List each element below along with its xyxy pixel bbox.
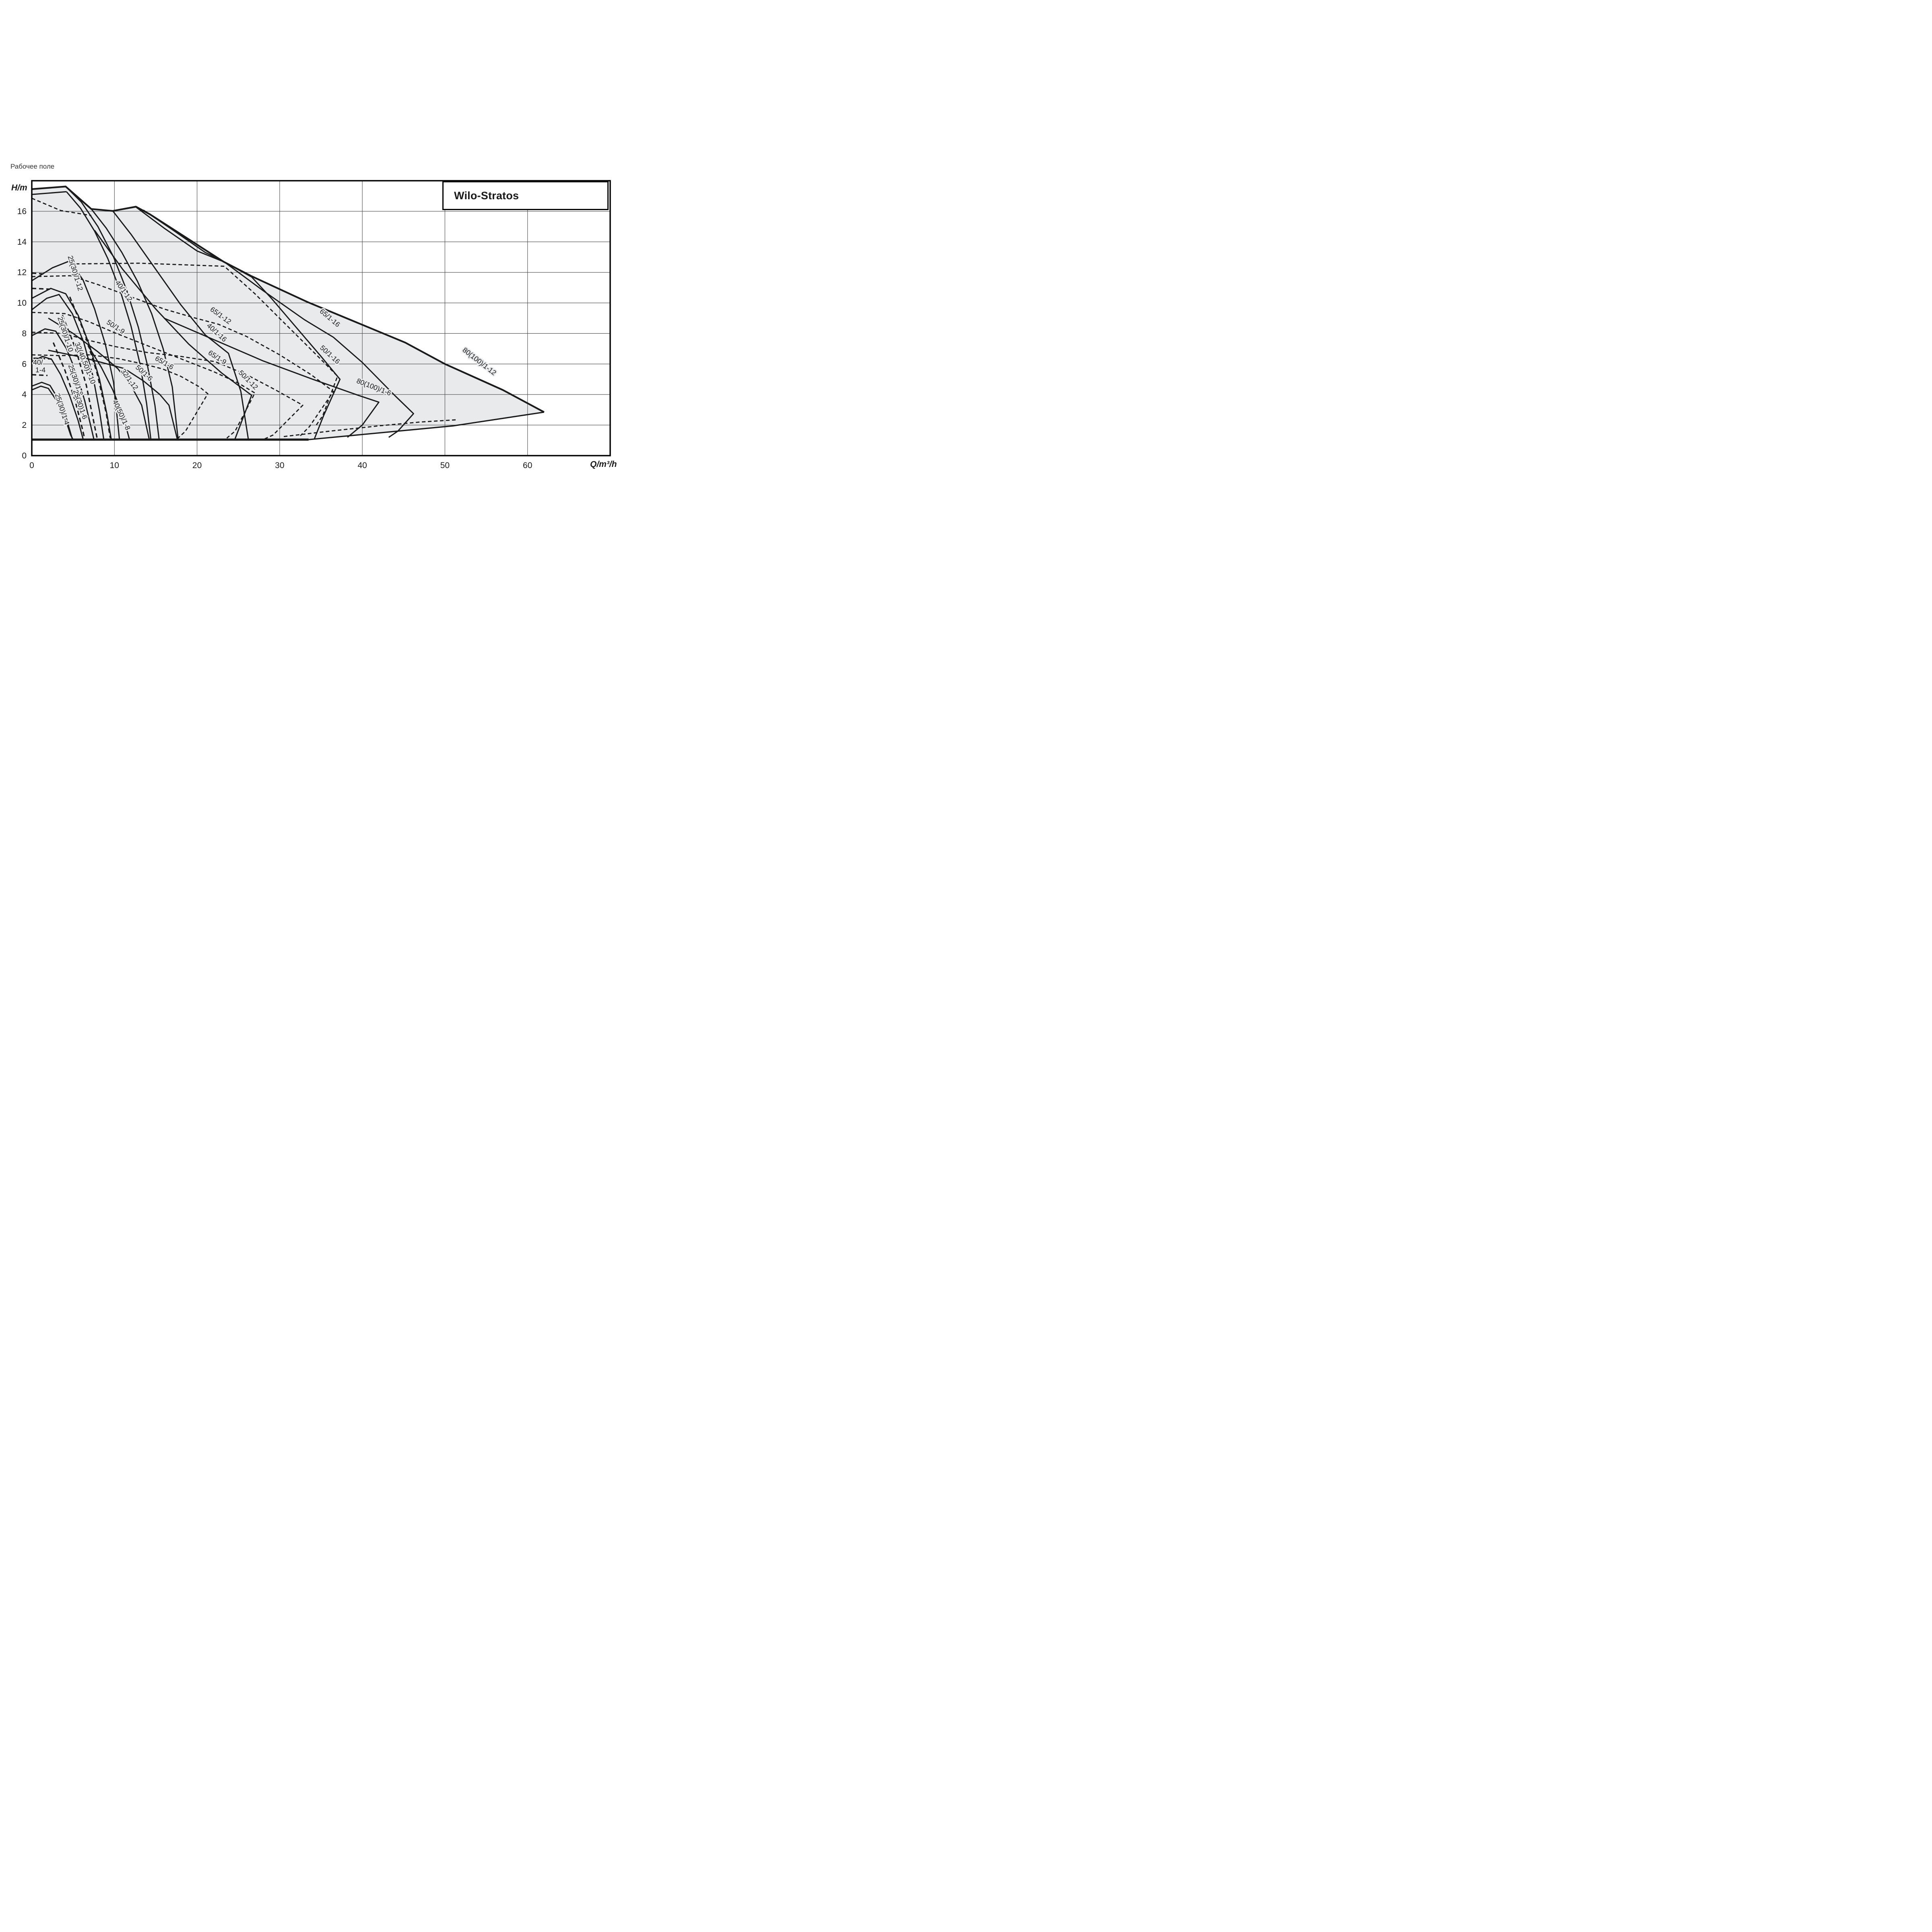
curve-dash-plateau-12.5 xyxy=(70,262,338,427)
curve-envelope-bottom-right xyxy=(308,411,545,440)
curve-dash-65/1-9 xyxy=(31,332,303,440)
curve-line-40(50)/1-8 xyxy=(87,345,130,439)
curve-line-80(100)/1-6 xyxy=(163,318,380,438)
y-tick-label-0: 0 xyxy=(22,451,27,460)
curve-env-25(30)1-6 xyxy=(31,355,84,439)
x-tick-label-30: 30 xyxy=(275,461,284,470)
curve-dash-strip-5.3 xyxy=(31,374,48,376)
curve-dash-strip-12 xyxy=(31,272,43,275)
curve-label-40/: 40/ xyxy=(33,358,43,366)
x-tick-label-50: 50 xyxy=(440,461,450,470)
y-tick-label-16: 16 xyxy=(17,207,27,216)
x-axis-unit-label: Q/m³/h xyxy=(590,460,617,469)
curve-dash-50/1-9 xyxy=(31,312,256,439)
y-tick-label-12: 12 xyxy=(17,268,27,277)
pump-field-chart: 0 10 20 30 40 50 60024681012141625(30)/1-1225(… xyxy=(17,180,611,470)
plot-border xyxy=(31,180,611,456)
y-tick-label-4: 4 xyxy=(22,390,27,399)
curve-dash-steep-3 xyxy=(52,342,86,439)
curve-steep-b xyxy=(66,191,152,439)
curve-env-25(30)/1-10 xyxy=(31,294,105,439)
curve-label-1-4: 1-4 xyxy=(35,366,46,374)
y-tick-label-8: 8 xyxy=(22,329,27,338)
chart-title-box: Wilo-Stratos xyxy=(442,181,609,210)
y-tick-label-14: 14 xyxy=(17,237,27,247)
chart-caption: Рабочее поле xyxy=(10,163,55,170)
curve-dash-top xyxy=(31,198,92,216)
curve-dash-bottom-right xyxy=(283,419,458,437)
curve-steep-a xyxy=(65,186,160,439)
curve-env-25(30)/1-8 xyxy=(31,328,95,439)
x-tick-label-10: 10 xyxy=(110,461,119,470)
curve-line-40/1-12 xyxy=(91,208,179,439)
curve-env-25(30)/1-4 xyxy=(31,385,74,440)
y-tick-label-10: 10 xyxy=(17,299,27,308)
working-field-envelope xyxy=(32,186,544,440)
curve-env-25(30)/1-12 xyxy=(31,260,120,439)
chart-title: Wilo-Stratos xyxy=(454,189,519,202)
y-tick-label-2: 2 xyxy=(22,421,27,430)
curve-line-50/1-6 xyxy=(48,349,178,439)
curve-line-32/1-12 xyxy=(48,318,150,439)
curve-line-50/1-12 xyxy=(94,230,252,439)
curve-dash-65/1-12 xyxy=(31,275,334,436)
curve-envelope-right-80(100)/1-12 xyxy=(251,275,545,413)
x-tick-label-20: 20 xyxy=(192,461,202,470)
y-axis-unit-label: H/m xyxy=(11,183,27,192)
curve-line-65/1-16 xyxy=(143,209,414,438)
x-tick-label-60: 60 xyxy=(523,461,532,470)
curve-dash-steep-1 xyxy=(69,296,111,438)
curve-env-40/1-4 xyxy=(31,382,73,439)
x-tick-label-40: 40 xyxy=(357,461,367,470)
chart-page: 0 10 20 30 40 50 60 0 2 4 6 8 10 12 14 16 25(30)/1-12 25(… xyxy=(0,0,631,631)
curve-top-second xyxy=(31,191,67,195)
curve-dash-steep-2 xyxy=(62,315,98,438)
x-tick-label-0: 0 xyxy=(29,461,34,470)
y-tick-label-6: 6 xyxy=(22,359,27,369)
curve-label-80(100)/1-12: 80(100)/1-12 xyxy=(461,346,498,377)
curve-line-50/1-16 xyxy=(135,206,341,439)
curve-dash-strip-6.4 xyxy=(33,357,52,360)
